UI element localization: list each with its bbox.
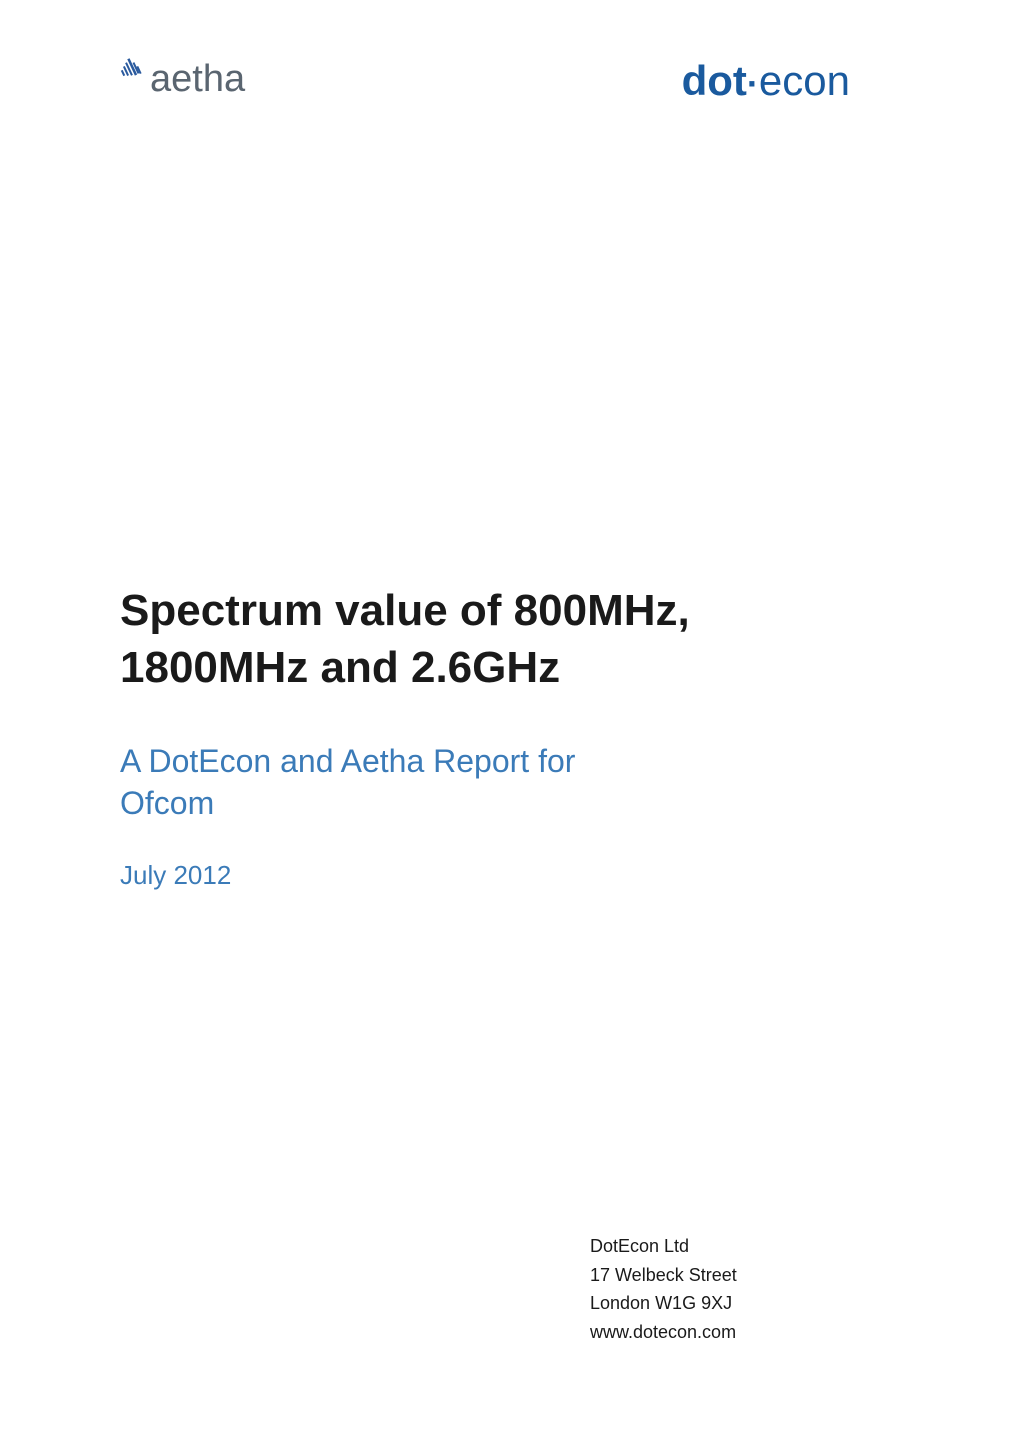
document-subtitle: A DotEcon and Aetha Report for Ofcom: [120, 741, 1020, 824]
title-line-1: Spectrum value of 800MHz,: [120, 586, 690, 635]
header: aetha dot·econ: [120, 60, 1020, 102]
aetha-logo: aetha: [120, 60, 245, 98]
footer: DotEcon Ltd 17 Welbeck Street London W1G…: [590, 1232, 737, 1347]
aetha-logo-text: aetha: [150, 60, 245, 98]
dotecon-bullet: ·: [747, 63, 759, 104]
footer-city: London W1G 9XJ: [590, 1289, 737, 1318]
footer-address: 17 Welbeck Street: [590, 1261, 737, 1290]
document-title: Spectrum value of 800MHz, 1800MHz and 2.…: [120, 582, 1020, 696]
subtitle-line-2: Ofcom: [120, 785, 214, 821]
footer-company: DotEcon Ltd: [590, 1232, 737, 1261]
document-date: July 2012: [120, 860, 1020, 891]
title-line-2: 1800MHz and 2.6GHz: [120, 643, 560, 692]
aetha-icon: [120, 56, 148, 80]
dotecon-logo: dot·econ: [682, 60, 850, 102]
page-content: aetha dot·econ Spectrum value of 800MHz,…: [0, 0, 1020, 1442]
subtitle-line-1: A DotEcon and Aetha Report for: [120, 743, 575, 779]
footer-website: www.dotecon.com: [590, 1318, 737, 1347]
dotecon-dot-text: dot: [682, 57, 747, 104]
dotecon-econ-text: econ: [759, 57, 850, 104]
